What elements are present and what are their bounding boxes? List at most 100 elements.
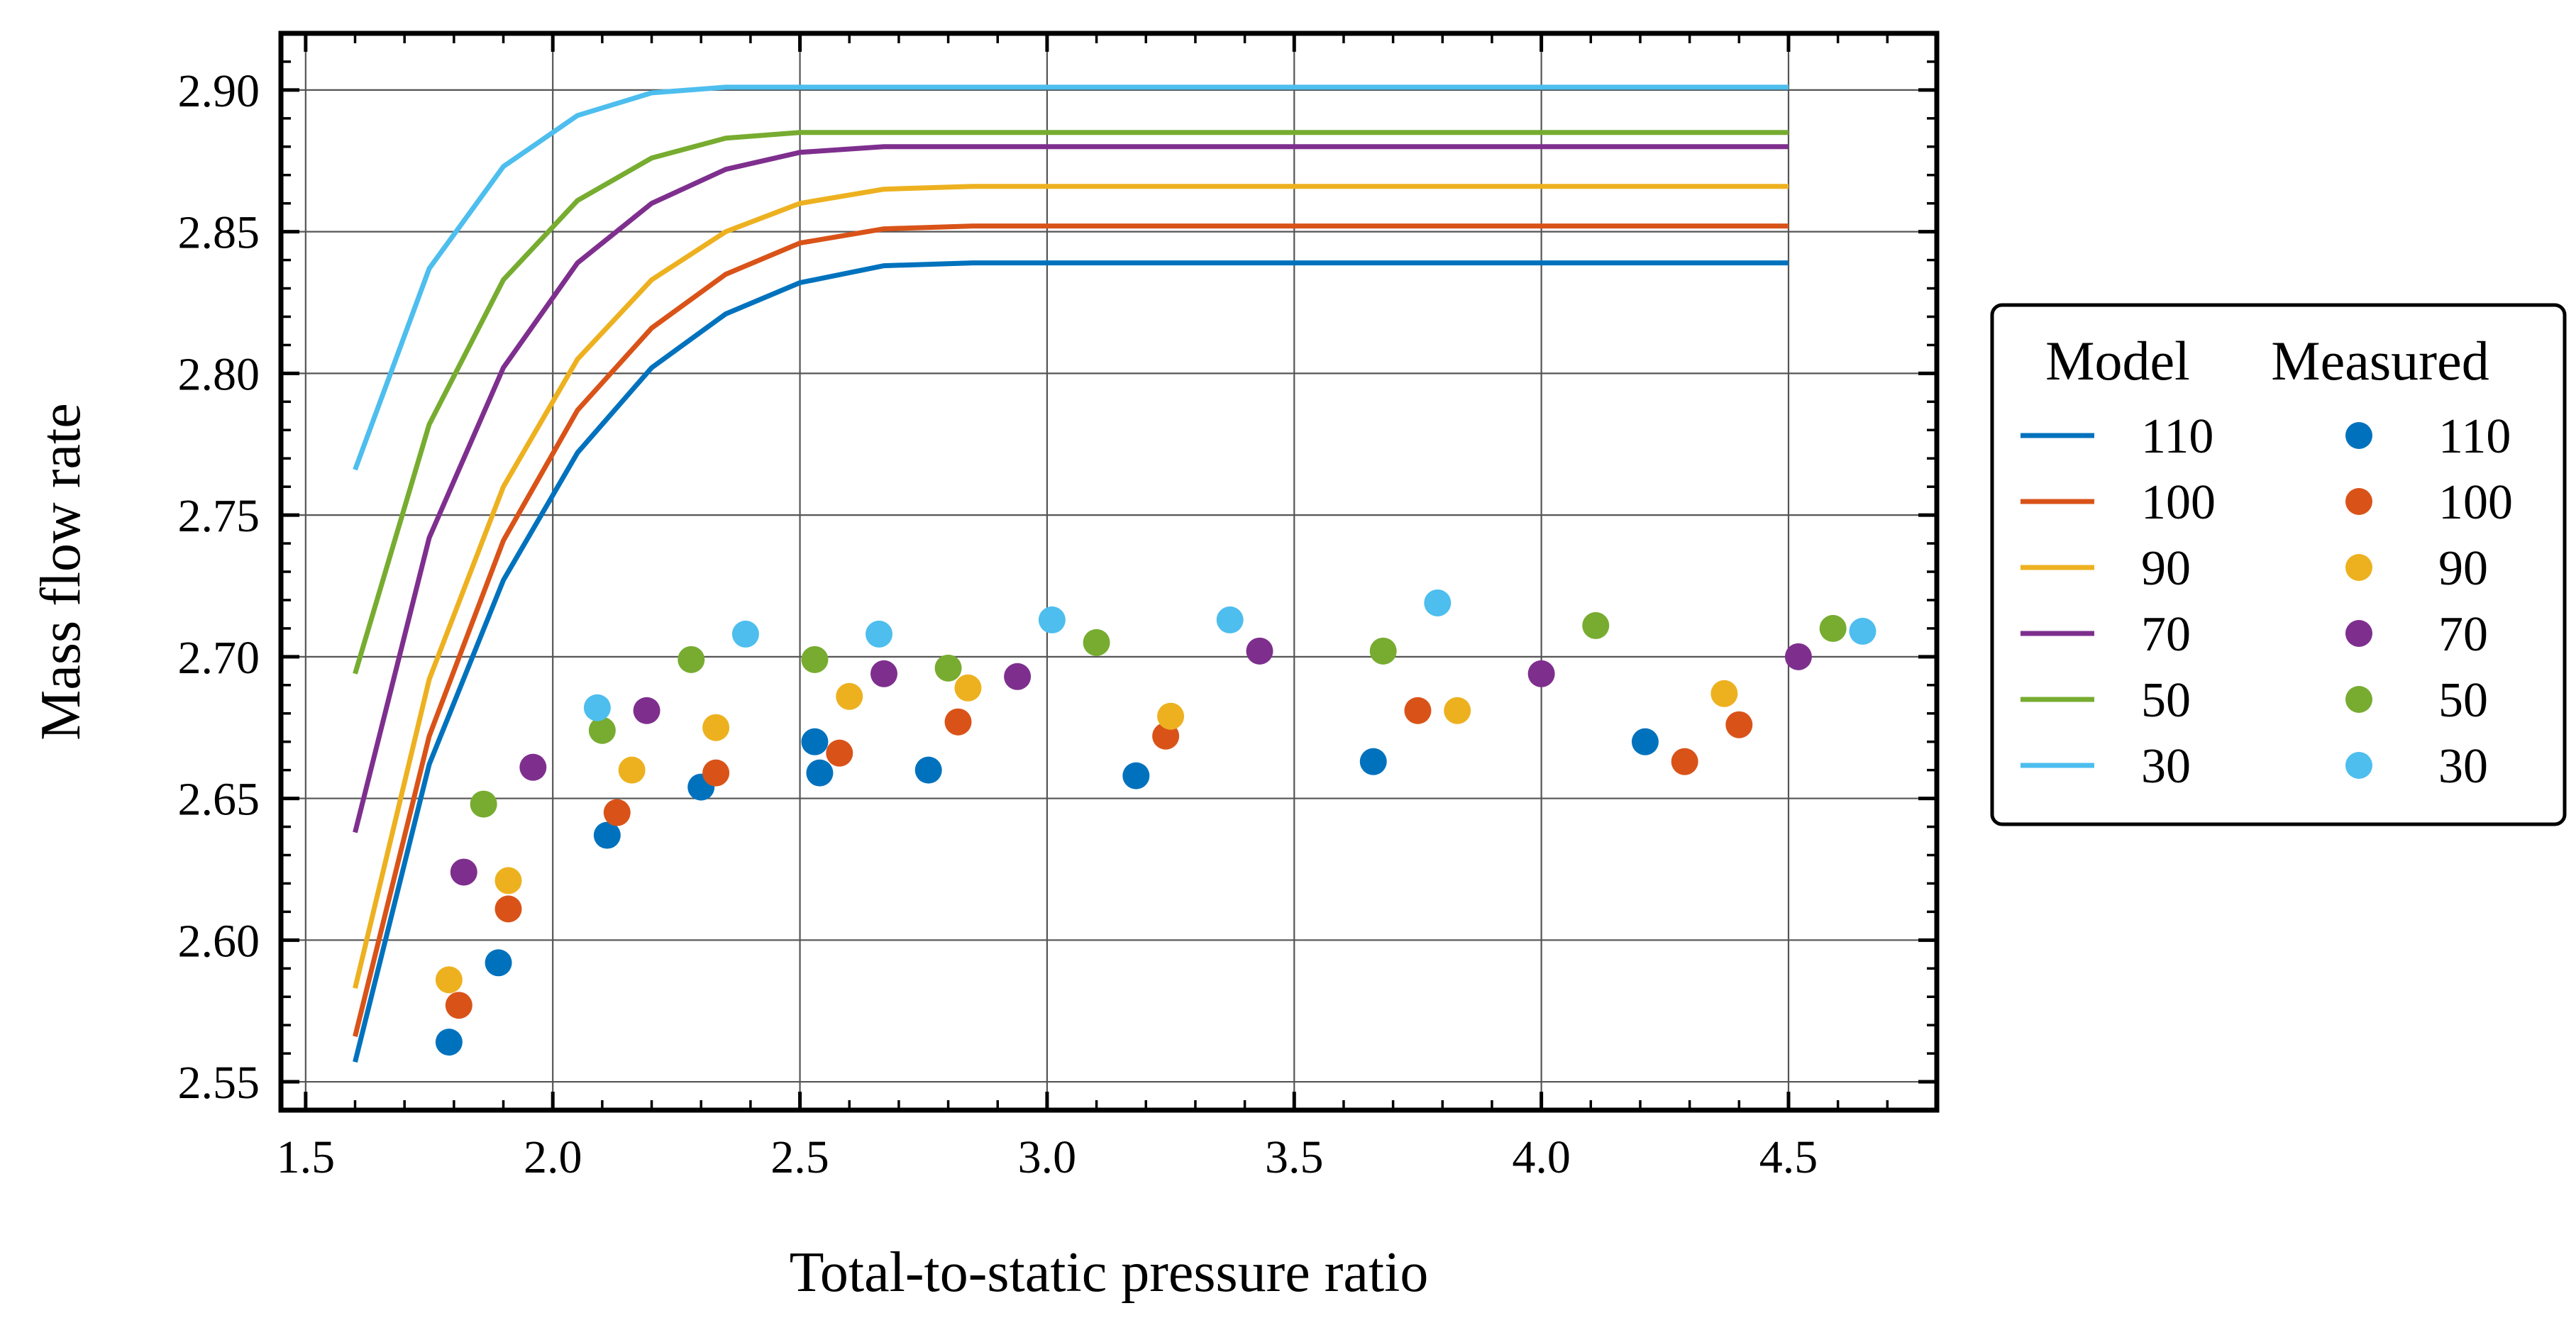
legend-model-label: 70 [2141, 607, 2191, 662]
measured-point-110 [914, 756, 942, 784]
legend: Model Measured 110 110 100 100 90 90 70 70 50 50 3… [1990, 303, 2567, 826]
measured-point-30 [583, 694, 611, 721]
y-tick-label: 2.60 [178, 915, 260, 967]
measured-point-100 [826, 739, 853, 767]
measured-point-110 [1122, 762, 1150, 790]
measured-point-70 [1784, 643, 1812, 670]
x-tick-label: 3.0 [1018, 1131, 1077, 1183]
measured-point-110 [435, 1029, 463, 1056]
model-line-100 [353, 223, 1789, 1037]
y-tick-label: 2.65 [178, 774, 260, 826]
measured-points [435, 589, 1876, 1056]
measured-point-90 [702, 714, 730, 741]
measured-point-30 [1038, 606, 1066, 633]
measured-point-100 [944, 708, 972, 736]
measured-point-70 [870, 660, 897, 687]
legend-measured-label: 110 [2438, 409, 2511, 464]
measured-point-110 [1359, 748, 1387, 775]
axis-ticks [281, 32, 1937, 1112]
legend-measured-label: 70 [2438, 607, 2488, 662]
measured-point-110 [485, 949, 512, 977]
legend-marker-110 [2345, 422, 2372, 449]
measured-point-30 [1849, 617, 1876, 645]
legend-marker-100 [2345, 488, 2372, 515]
legend-measured-title: Measured [2271, 330, 2489, 392]
legend-model-label: 110 [2141, 409, 2213, 464]
measured-point-70 [1527, 660, 1555, 687]
x-tick-label: 2.0 [524, 1131, 582, 1183]
measured-point-90 [618, 756, 646, 784]
model-line-30 [353, 84, 1789, 471]
x-tick-label: 4.5 [1759, 1131, 1818, 1183]
legend-marker-50 [2345, 686, 2372, 713]
measured-point-50 [1819, 614, 1847, 642]
y-tick-label: 2.90 [178, 65, 260, 117]
x-tick-label: 1.5 [277, 1131, 336, 1183]
legend-marker-30 [2345, 752, 2372, 779]
grid-lines [281, 33, 1937, 1110]
measured-point-50 [1083, 628, 1110, 656]
measured-point-90 [494, 867, 522, 894]
legend-measured-label: 50 [2438, 673, 2488, 728]
model-lines [353, 84, 1789, 1063]
x-tick-label: 3.5 [1265, 1131, 1324, 1183]
legend-marker-90 [2345, 554, 2372, 581]
y-tick-label: 2.55 [178, 1057, 260, 1109]
measured-point-110 [806, 759, 834, 787]
plot-frame [278, 31, 1940, 1113]
legend-measured-label: 30 [2438, 739, 2488, 794]
legend-marker-70 [2345, 620, 2372, 647]
measured-point-30 [1216, 606, 1244, 633]
measured-point-100 [445, 992, 472, 1019]
measured-point-110 [801, 728, 829, 755]
measured-point-50 [470, 790, 497, 818]
model-line-70 [353, 144, 1789, 833]
x-axis-title: Total-to-static pressure ratio [790, 1241, 1429, 1304]
measured-point-100 [494, 895, 522, 923]
measured-point-50 [1369, 637, 1397, 665]
legend-measured-label: 100 [2438, 475, 2513, 530]
measured-point-70 [1004, 663, 1032, 690]
legend-model-label: 100 [2141, 475, 2216, 530]
measured-point-110 [593, 821, 621, 849]
measured-point-110 [1631, 728, 1659, 755]
measured-point-100 [702, 759, 730, 787]
legend-model-label: 30 [2141, 739, 2191, 794]
legend-model-title: Model [2045, 330, 2190, 392]
model-line-110 [353, 260, 1789, 1063]
y-tick-label: 2.70 [178, 632, 260, 684]
model-line-50 [353, 130, 1789, 675]
measured-point-90 [435, 966, 463, 994]
y-tick-label: 2.80 [178, 348, 260, 400]
measured-point-50 [1582, 611, 1610, 639]
measured-point-100 [1404, 697, 1432, 724]
y-tick-label: 2.75 [178, 490, 260, 542]
measured-point-50 [678, 646, 705, 673]
measured-point-30 [731, 620, 759, 648]
measured-point-90 [1710, 680, 1738, 707]
measured-point-70 [450, 858, 477, 886]
model-line-90 [353, 184, 1789, 990]
measured-point-70 [633, 697, 660, 724]
measured-point-100 [1671, 748, 1698, 775]
measured-point-50 [934, 654, 962, 682]
y-axis-title: Mass flow rate [30, 403, 92, 740]
legend-entries: 110 110 100 100 90 90 70 70 50 50 30 30 [2021, 409, 2513, 794]
legend-measured-label: 90 [2438, 541, 2488, 596]
measured-point-100 [603, 799, 631, 826]
measured-point-70 [1246, 637, 1273, 665]
measured-point-30 [866, 620, 893, 648]
measured-point-90 [836, 682, 863, 710]
legend-model-label: 90 [2141, 541, 2191, 596]
y-tick-label: 2.85 [178, 207, 260, 259]
measured-point-90 [1444, 697, 1471, 724]
measured-point-90 [1157, 702, 1185, 730]
measured-point-30 [1424, 589, 1452, 616]
legend-model-label: 50 [2141, 673, 2191, 728]
measured-point-70 [519, 753, 547, 781]
measured-point-50 [588, 716, 616, 744]
x-tick-label: 4.0 [1512, 1131, 1571, 1183]
measured-point-90 [954, 674, 982, 702]
y-tick-labels: 2.55 2.60 2.65 2.70 2.75 2.80 2.85 2.90 [178, 65, 260, 1109]
